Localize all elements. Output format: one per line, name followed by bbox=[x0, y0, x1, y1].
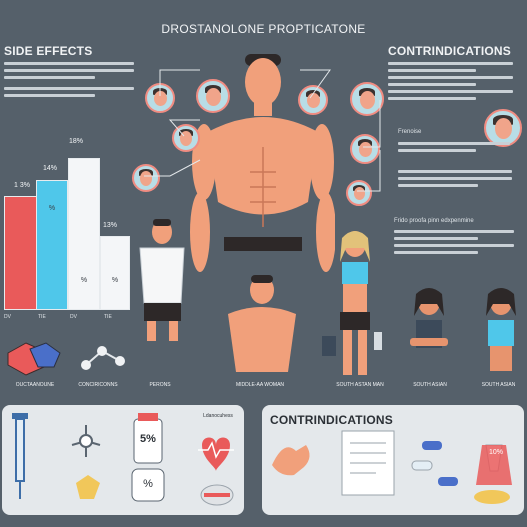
bar-top-label: 18% bbox=[68, 138, 83, 145]
avatar bbox=[350, 82, 384, 116]
molecule-icon bbox=[2, 335, 132, 380]
avatar bbox=[350, 134, 380, 164]
avatar bbox=[132, 164, 160, 192]
person-white-shirt bbox=[135, 218, 190, 343]
person-shirtless-man bbox=[222, 272, 302, 377]
medication-illustrations bbox=[12, 413, 234, 506]
medication-panel: 5% % Ldanocuhess bbox=[2, 405, 244, 515]
avatar bbox=[298, 85, 328, 115]
caption-label: OUCTAANOUNE bbox=[15, 382, 55, 388]
person-label: SOUTH ASIAN bbox=[413, 382, 447, 388]
person-south-asian-woman-2 bbox=[476, 286, 526, 376]
contraindications-panel: CONTRINDICATIONS 10% bbox=[262, 405, 524, 515]
person-label: MIDDLE-AA WOMAN bbox=[235, 382, 285, 388]
person-south-asian-woman bbox=[404, 286, 454, 376]
category-label: DV bbox=[4, 314, 11, 320]
muscular-figure bbox=[190, 52, 336, 287]
category-label: DV bbox=[70, 314, 77, 320]
subsection-text bbox=[398, 142, 510, 156]
contraindications-panel-heading: CONTRINDICATIONS bbox=[270, 413, 393, 427]
bar-chart: 1 3% 14% 18% 13% % % % DV TIE DV TIE bbox=[0, 138, 135, 320]
pct-card-label: 5% bbox=[140, 433, 156, 445]
bar-top-label: 14% bbox=[42, 165, 57, 172]
page-title: DROSTANOLONE PROPTICATONE bbox=[161, 22, 366, 36]
subsection-text bbox=[394, 230, 514, 258]
bar-dv-2: % bbox=[68, 158, 100, 310]
avatar bbox=[484, 109, 522, 147]
bar-inner-label: % bbox=[111, 277, 119, 284]
contraindications-heading: CONTRINDICATIONS bbox=[388, 44, 511, 58]
caption-label: PERONS bbox=[149, 382, 171, 388]
side-effects-text bbox=[4, 62, 134, 101]
contraindication-illustrations bbox=[272, 430, 512, 504]
avatar bbox=[346, 180, 372, 206]
person-label: SOUTH ASTAN MAN bbox=[336, 382, 384, 388]
contraindications-text bbox=[388, 62, 513, 104]
person-woman-sports bbox=[320, 228, 390, 378]
bar-top-label: 13% bbox=[102, 222, 117, 229]
side-effects-heading: SIDE EFFECTS bbox=[4, 44, 93, 58]
pct-circle-label: % bbox=[143, 478, 153, 490]
subsection-label: Frenoise bbox=[398, 129, 422, 135]
bar-tie-2: % bbox=[100, 236, 130, 310]
bar-tie: % bbox=[36, 180, 68, 310]
category-label: TIE bbox=[38, 314, 46, 320]
notes-label: Ldanocuhess bbox=[203, 413, 233, 419]
vial-label: 10% bbox=[488, 449, 503, 456]
bar-inner-label: % bbox=[80, 277, 88, 284]
subsection-text bbox=[398, 170, 512, 191]
person-label: SOUTH ASIAN bbox=[481, 382, 516, 388]
avatar bbox=[196, 79, 230, 113]
caption-label: CONCIRICONNS bbox=[78, 382, 118, 388]
subsection-label: Frido proofa pinn edxpenmine bbox=[394, 218, 474, 224]
category-label: TIE bbox=[104, 314, 112, 320]
bar-inner-label: % bbox=[48, 205, 56, 212]
bar-top-label: 1 3% bbox=[14, 182, 30, 189]
